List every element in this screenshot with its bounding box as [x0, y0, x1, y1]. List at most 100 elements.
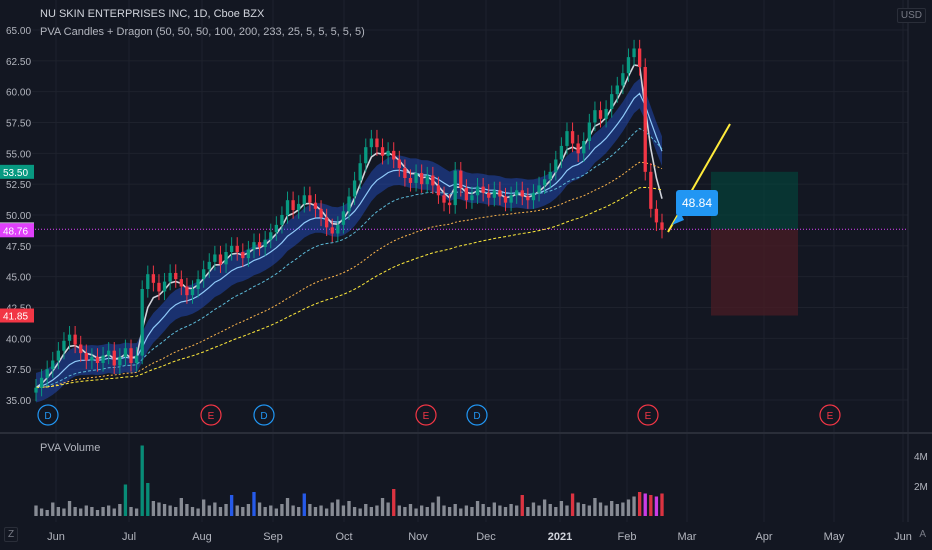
candle: [436, 185, 441, 196]
candle: [341, 211, 346, 225]
volume-bar: [39, 508, 44, 516]
candle: [90, 356, 94, 361]
candle: [526, 196, 530, 201]
candle: [51, 360, 55, 370]
symbol-title[interactable]: NU SKIN ENTERPRISES INC, 1D, Cboe BZX: [40, 8, 265, 20]
candle: [252, 242, 256, 250]
zoom-button[interactable]: Z: [4, 527, 19, 542]
volume-bar: [375, 505, 379, 516]
volume-bar: [386, 502, 390, 516]
candle: [157, 282, 161, 292]
volume-bar: [241, 507, 245, 516]
volume-bar: [224, 504, 228, 516]
currency-badge[interactable]: USD: [896, 8, 926, 23]
candle: [554, 159, 558, 172]
volume-bar: [235, 505, 239, 516]
volume-bar: [129, 507, 133, 516]
x-tick-label: Apr: [755, 531, 772, 543]
candle: [537, 185, 541, 193]
volume-bar: [520, 495, 524, 516]
volume-bar: [509, 504, 513, 516]
volume-bar: [56, 507, 61, 516]
price-label: 41.85: [3, 312, 28, 323]
candle: [459, 170, 463, 188]
candle: [375, 138, 379, 148]
candle: [598, 110, 603, 119]
candle: [593, 110, 597, 123]
volume-bar: [587, 505, 592, 516]
volume-bar: [582, 504, 586, 516]
volume-legend[interactable]: PVA Volume: [40, 442, 101, 454]
volume-bar: [621, 502, 625, 516]
y-tick-label: 40.00: [6, 334, 31, 345]
auto-scale-button[interactable]: A: [919, 529, 926, 540]
volume-bar: [51, 502, 55, 516]
volume-bar: [79, 508, 83, 516]
volume-bar: [487, 507, 491, 516]
candle: [425, 175, 429, 185]
candle: [241, 252, 245, 259]
x-tick-label: Aug: [192, 531, 212, 543]
candle: [347, 196, 351, 212]
candle: [621, 73, 625, 86]
volume-bar: [140, 445, 144, 516]
candle: [649, 171, 653, 209]
y-tick-label: 57.50: [6, 119, 31, 130]
candle: [269, 232, 273, 240]
x-tick-label: Jun: [47, 531, 65, 543]
candle: [626, 57, 631, 74]
stop-zone: [711, 229, 798, 316]
volume-axis: 4M 2M: [914, 452, 928, 493]
candle: [386, 150, 390, 156]
volume-bar: [274, 508, 279, 516]
volume-bar: [515, 505, 519, 516]
volume-bar: [291, 505, 295, 516]
volume-bar: [252, 492, 256, 516]
candle: [224, 252, 228, 265]
volume-bar: [185, 504, 189, 516]
volume-bar: [336, 499, 340, 516]
volume-bar: [218, 507, 223, 516]
volume-bar: [481, 504, 485, 516]
candle: [73, 334, 77, 345]
volume-bar: [229, 495, 234, 516]
volume-bar: [324, 508, 329, 516]
volume-bar: [431, 502, 435, 516]
volume-bar: [73, 507, 77, 516]
y-tick-label: 52.50: [6, 180, 31, 191]
volume-bar: [269, 505, 273, 516]
candle: [442, 195, 446, 203]
x-tick-label: Jul: [122, 531, 136, 543]
price-axis[interactable]: 35.0037.5040.0042.5045.0047.5050.0052.50…: [0, 26, 34, 407]
candle: [369, 138, 374, 148]
candle: [336, 224, 340, 234]
position-tool[interactable]: [32, 171, 908, 316]
time-axis[interactable]: Jun Jul Aug Sep Oct Nov Dec 2021 Feb Mar Apr May Jun: [47, 531, 912, 543]
volume-bar: [576, 502, 580, 516]
candle: [129, 348, 133, 363]
candle: [207, 261, 211, 270]
volume-bar: [459, 508, 463, 516]
indicator-legend[interactable]: PVA Candles + Dragon (50, 50, 50, 100, 2…: [40, 26, 365, 38]
volume-bar: [419, 505, 424, 516]
earnings-marker: [200, 404, 222, 426]
candle: [218, 254, 223, 265]
volume-bar: [470, 507, 474, 516]
candle: [565, 131, 569, 146]
candle: [576, 143, 580, 154]
volume-bar: [542, 499, 547, 516]
candle: [140, 289, 144, 356]
volume-bar: [196, 508, 200, 516]
volume-bar: [313, 507, 318, 516]
marker-label: E: [645, 411, 652, 422]
candle: [542, 179, 547, 186]
volume-bar: [626, 499, 631, 516]
volume-bar: [134, 508, 139, 516]
y-tick-label: 60.00: [6, 88, 31, 99]
candle: [475, 186, 480, 196]
candle: [313, 202, 318, 209]
candle: [185, 286, 189, 296]
volume-bar: [554, 507, 558, 516]
